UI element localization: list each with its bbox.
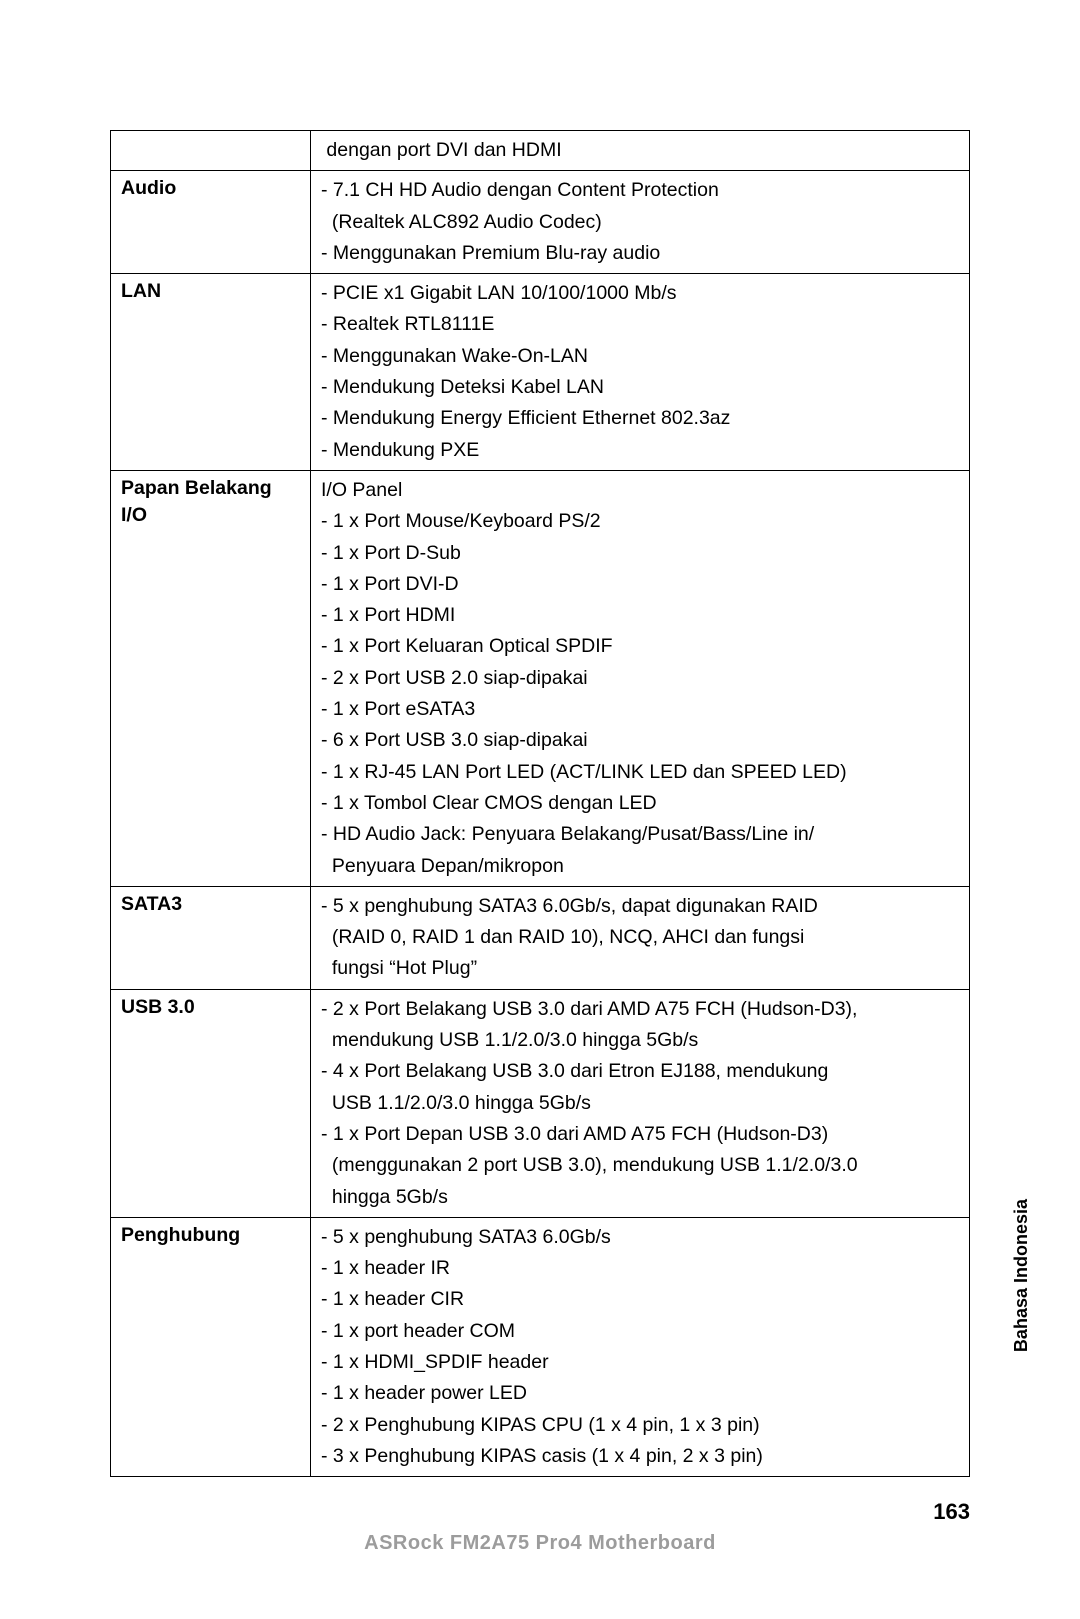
spec-line: hingga 5Gb/s bbox=[321, 1182, 961, 1213]
spec-line: - 2 x Port USB 2.0 siap-dipakai bbox=[321, 663, 961, 694]
table-row: USB 3.0 - 2 x Port Belakang USB 3.0 dari … bbox=[111, 989, 970, 1217]
spec-content: I/O Panel- 1 x Port Mouse/Keyboard PS/2-… bbox=[311, 470, 970, 886]
language-side-label: Bahasa Indonesia bbox=[1011, 1199, 1032, 1352]
spec-table-body: dengan port DVI dan HDMI Audio - 7.1 CH HD… bbox=[111, 131, 970, 1477]
spec-line: - 3 x Penghubung KIPAS casis (1 x 4 pin,… bbox=[321, 1441, 961, 1472]
spec-line: - 1 x Tombol Clear CMOS dengan LED bbox=[321, 788, 961, 819]
spec-line: - 2 x Port Belakang USB 3.0 dari AMD A75… bbox=[321, 994, 961, 1025]
spec-line: - 1 x Port Mouse/Keyboard PS/2 bbox=[321, 506, 961, 537]
spec-content: dengan port DVI dan HDMI bbox=[311, 131, 970, 171]
table-row: Papan Belakang I/OI/O Panel- 1 x Port Mo… bbox=[111, 470, 970, 886]
spec-line: USB 1.1/2.0/3.0 hingga 5Gb/s bbox=[321, 1088, 961, 1119]
spec-label: Audio bbox=[111, 171, 311, 274]
spec-line: - 1 x Port eSATA3 bbox=[321, 694, 961, 725]
spec-line: - 1 x header power LED bbox=[321, 1378, 961, 1409]
spec-line: mendukung USB 1.1/2.0/3.0 hingga 5Gb/s bbox=[321, 1025, 961, 1056]
spec-line: - 5 x penghubung SATA3 6.0Gb/s bbox=[321, 1222, 961, 1253]
spec-line: - Menggunakan Wake-On-LAN bbox=[321, 341, 961, 372]
spec-line: - 1 x Port DVI-D bbox=[321, 569, 961, 600]
spec-line: - 1 x header CIR bbox=[321, 1284, 961, 1315]
spec-line: - 1 x Port Keluaran Optical SPDIF bbox=[321, 631, 961, 662]
spec-line: Penyuara Depan/mikropon bbox=[321, 851, 961, 882]
spec-line: I/O Panel bbox=[321, 475, 961, 506]
spec-line: - 1 x port header COM bbox=[321, 1316, 961, 1347]
spec-line: - PCIE x1 Gigabit LAN 10/100/1000 Mb/s bbox=[321, 278, 961, 309]
spec-line: - HD Audio Jack: Penyuara Belakang/Pusat… bbox=[321, 819, 961, 850]
spec-line: (menggunakan 2 port USB 3.0), mendukung … bbox=[321, 1150, 961, 1181]
spec-content: - 2 x Port Belakang USB 3.0 dari AMD A75… bbox=[311, 989, 970, 1217]
footer-title: ASRock FM2A75 Pro4 Motherboard bbox=[0, 1532, 1080, 1555]
spec-line: fungsi “Hot Plug” bbox=[321, 953, 961, 984]
spec-line: - 1 x Port Depan USB 3.0 dari AMD A75 FC… bbox=[321, 1119, 961, 1150]
spec-line: - 7.1 CH HD Audio dengan Content Protect… bbox=[321, 175, 961, 206]
table-row: Audio - 7.1 CH HD Audio dengan Content Pr… bbox=[111, 171, 970, 274]
table-row: LAN- PCIE x1 Gigabit LAN 10/100/1000 Mb/… bbox=[111, 274, 970, 471]
spec-line: - 4 x Port Belakang USB 3.0 dari Etron E… bbox=[321, 1056, 961, 1087]
spec-line: (RAID 0, RAID 1 dan RAID 10), NCQ, AHCI … bbox=[321, 922, 961, 953]
spec-content: - PCIE x1 Gigabit LAN 10/100/1000 Mb/s- … bbox=[311, 274, 970, 471]
spec-label: LAN bbox=[111, 274, 311, 471]
spec-line: - 1 x header IR bbox=[321, 1253, 961, 1284]
spec-line: - 1 x HDMI_SPDIF header bbox=[321, 1347, 961, 1378]
spec-content: - 7.1 CH HD Audio dengan Content Protect… bbox=[311, 171, 970, 274]
table-row: SATA3 - 5 x penghubung SATA3 6.0Gb/s, dap… bbox=[111, 886, 970, 989]
spec-line: - Mendukung PXE bbox=[321, 435, 961, 466]
spec-label: SATA3 bbox=[111, 886, 311, 989]
spec-line: (Realtek ALC892 Audio Codec) bbox=[321, 207, 961, 238]
spec-line: - Mendukung Deteksi Kabel LAN bbox=[321, 372, 961, 403]
spec-label: USB 3.0 bbox=[111, 989, 311, 1217]
spec-line: - Realtek RTL8111E bbox=[321, 309, 961, 340]
spec-line: dengan port DVI dan HDMI bbox=[321, 135, 961, 166]
table-row: Penghubung- 5 x penghubung SATA3 6.0Gb/s… bbox=[111, 1217, 970, 1476]
page-number: 163 bbox=[933, 1499, 970, 1525]
spec-line: - 2 x Penghubung KIPAS CPU (1 x 4 pin, 1… bbox=[321, 1410, 961, 1441]
table-row: dengan port DVI dan HDMI bbox=[111, 131, 970, 171]
spec-label bbox=[111, 131, 311, 171]
page-container: dengan port DVI dan HDMI Audio - 7.1 CH HD… bbox=[0, 0, 1080, 1619]
spec-line: - 1 x RJ-45 LAN Port LED (ACT/LINK LED d… bbox=[321, 757, 961, 788]
spec-line: - 1 x Port D-Sub bbox=[321, 538, 961, 569]
spec-line: - Menggunakan Premium Blu-ray audio bbox=[321, 238, 961, 269]
spec-label: Papan Belakang I/O bbox=[111, 470, 311, 886]
spec-table: dengan port DVI dan HDMI Audio - 7.1 CH HD… bbox=[110, 130, 970, 1477]
spec-content: - 5 x penghubung SATA3 6.0Gb/s, dapat di… bbox=[311, 886, 970, 989]
spec-label: Penghubung bbox=[111, 1217, 311, 1476]
spec-line: - Mendukung Energy Efficient Ethernet 80… bbox=[321, 403, 961, 434]
spec-content: - 5 x penghubung SATA3 6.0Gb/s- 1 x head… bbox=[311, 1217, 970, 1476]
spec-line: - 5 x penghubung SATA3 6.0Gb/s, dapat di… bbox=[321, 891, 961, 922]
spec-line: - 6 x Port USB 3.0 siap-dipakai bbox=[321, 725, 961, 756]
spec-line: - 1 x Port HDMI bbox=[321, 600, 961, 631]
